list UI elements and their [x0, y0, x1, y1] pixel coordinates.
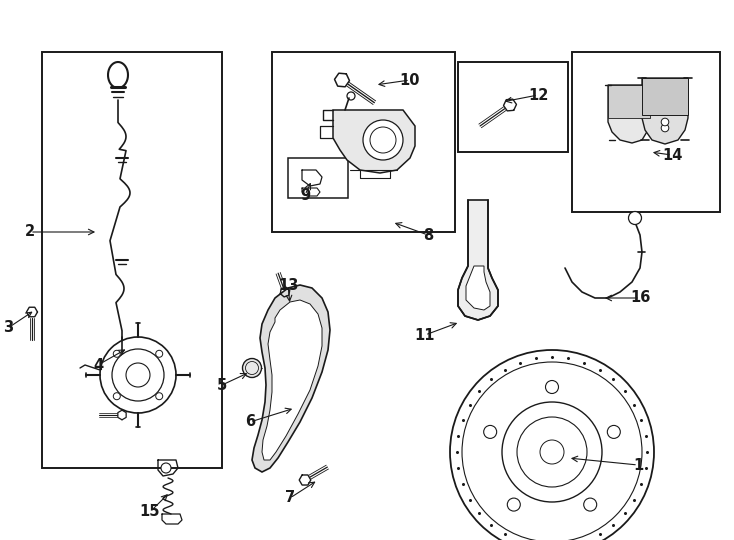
Polygon shape — [608, 85, 650, 143]
Polygon shape — [608, 85, 650, 118]
Circle shape — [113, 393, 120, 400]
Bar — [572, 52, 720, 212]
Circle shape — [161, 463, 171, 473]
Text: 16: 16 — [630, 291, 650, 306]
Circle shape — [584, 498, 597, 511]
Text: 5: 5 — [217, 377, 227, 393]
Text: 1: 1 — [633, 457, 643, 472]
Text: 11: 11 — [415, 327, 435, 342]
Circle shape — [545, 381, 559, 394]
Polygon shape — [262, 300, 322, 460]
Bar — [458, 62, 568, 152]
Text: 4: 4 — [93, 357, 103, 373]
Text: 9: 9 — [300, 187, 310, 202]
Circle shape — [156, 350, 163, 357]
Circle shape — [484, 426, 497, 438]
Text: 2: 2 — [25, 225, 35, 240]
Circle shape — [628, 212, 642, 225]
Polygon shape — [458, 200, 498, 320]
Circle shape — [113, 350, 120, 357]
Circle shape — [450, 350, 654, 540]
Circle shape — [661, 118, 669, 126]
Polygon shape — [333, 110, 415, 173]
Text: 7: 7 — [285, 490, 295, 505]
Circle shape — [607, 426, 620, 438]
Circle shape — [126, 363, 150, 387]
Text: 8: 8 — [423, 227, 433, 242]
Circle shape — [507, 498, 520, 511]
Bar — [42, 52, 222, 468]
Bar — [272, 52, 455, 232]
Circle shape — [112, 349, 164, 401]
Circle shape — [100, 337, 176, 413]
Text: 14: 14 — [662, 147, 682, 163]
Text: 12: 12 — [528, 87, 548, 103]
Text: 15: 15 — [139, 504, 160, 519]
Circle shape — [363, 120, 403, 160]
Bar — [288, 158, 348, 198]
Circle shape — [540, 440, 564, 464]
Text: 13: 13 — [277, 278, 298, 293]
Text: 10: 10 — [400, 72, 421, 87]
Circle shape — [517, 417, 587, 487]
Polygon shape — [642, 78, 688, 115]
Polygon shape — [252, 285, 330, 472]
Text: 3: 3 — [3, 321, 13, 335]
Circle shape — [661, 124, 669, 132]
Circle shape — [502, 402, 602, 502]
Polygon shape — [642, 78, 688, 144]
Circle shape — [156, 393, 163, 400]
Text: 6: 6 — [245, 415, 255, 429]
Polygon shape — [466, 266, 490, 310]
Circle shape — [242, 359, 261, 377]
